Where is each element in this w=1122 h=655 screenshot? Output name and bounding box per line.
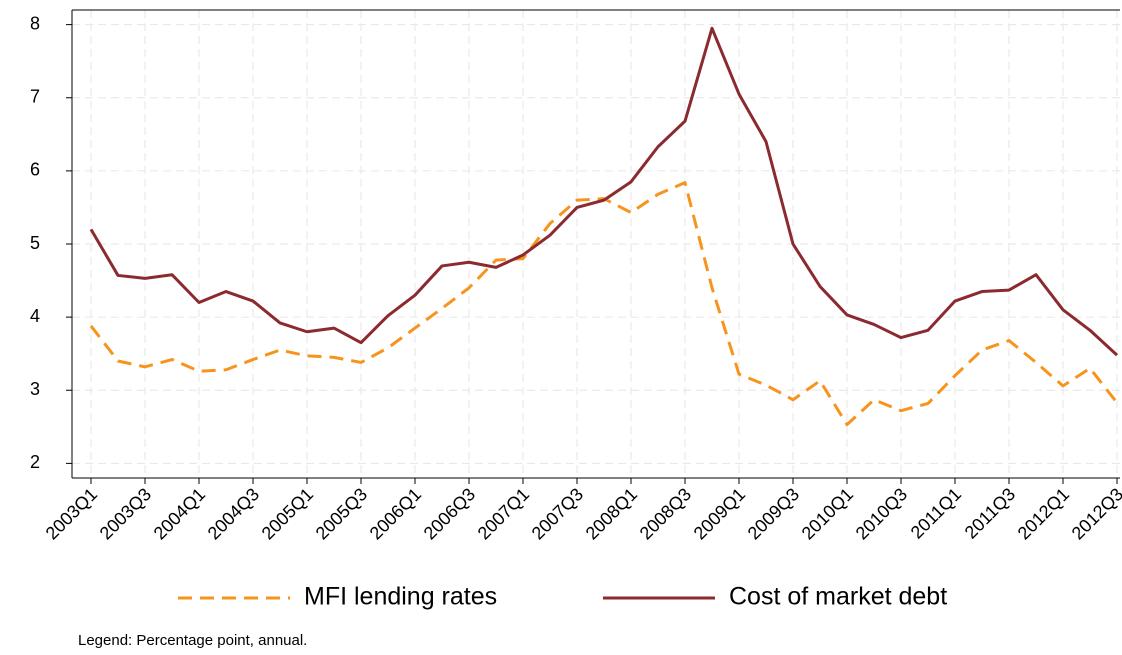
y-tick-label: 5 xyxy=(30,233,40,253)
x-tick-label: 2012Q3 xyxy=(1068,484,1122,543)
x-tick-label: 2005Q1 xyxy=(258,484,317,543)
x-tick-label: 2006Q1 xyxy=(366,484,425,543)
x-tick-label: 2003Q3 xyxy=(96,484,155,543)
y-tick-label: 3 xyxy=(30,379,40,399)
series-line xyxy=(89,26,1119,357)
x-tick-label: 2004Q3 xyxy=(204,484,263,543)
series-line xyxy=(89,181,1119,427)
x-tick-label: 2007Q3 xyxy=(528,484,587,543)
legend-label: Cost of market debt xyxy=(729,583,947,611)
note: Legend: Percentage point, annual. xyxy=(78,632,307,649)
x-tick-label: 2011Q1 xyxy=(907,484,965,542)
x-tick-label: 2007Q1 xyxy=(474,484,533,543)
x-tick-label: 2005Q3 xyxy=(312,484,371,543)
y-tick-label: 8 xyxy=(30,13,40,33)
x-tick-label: 2011Q3 xyxy=(961,484,1019,542)
x-tick-label: 2009Q3 xyxy=(744,484,803,543)
x-tick-label: 2006Q3 xyxy=(420,484,479,543)
y-tick-label: 4 xyxy=(30,306,40,326)
x-tick-label: 2012Q1 xyxy=(1014,484,1073,543)
x-tick-label: 2004Q1 xyxy=(150,484,209,543)
y-tick-label: 2 xyxy=(30,452,40,472)
x-tick-label: 2010Q3 xyxy=(852,484,911,543)
x-tick-label: 2010Q1 xyxy=(798,484,857,543)
x-tick-label: 2003Q1 xyxy=(42,484,101,543)
y-tick-label: 7 xyxy=(30,87,40,107)
x-tick-label: 2008Q3 xyxy=(636,484,695,543)
x-tick-label: 2009Q1 xyxy=(690,484,749,543)
y-tick-label: 6 xyxy=(30,160,40,180)
x-tick-label: 2008Q1 xyxy=(582,484,641,543)
legend-label: MFI lending rates xyxy=(304,583,497,611)
